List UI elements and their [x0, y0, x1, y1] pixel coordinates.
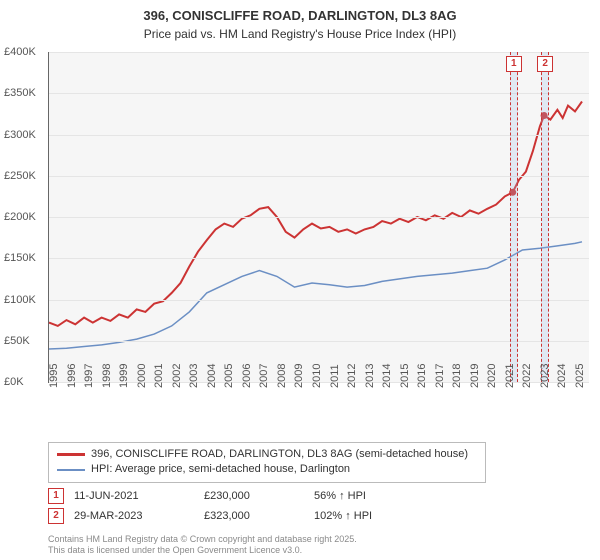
chart-container: 396, CONISCLIFFE ROAD, DARLINGTON, DL3 8… [0, 0, 600, 560]
y-axis-label: £100K [4, 294, 36, 306]
gridline [49, 176, 589, 177]
txn-marker-icon: 2 [48, 508, 64, 524]
y-axis-label: £50K [4, 335, 30, 347]
gridline [49, 300, 589, 301]
y-axis-label: £350K [4, 87, 36, 99]
txn-price: £230,000 [204, 490, 304, 502]
legend-row: 396, CONISCLIFFE ROAD, DARLINGTON, DL3 8… [57, 447, 477, 462]
marker-band [510, 52, 518, 382]
legend-swatch-blue [57, 469, 85, 471]
legend-label-1: 396, CONISCLIFFE ROAD, DARLINGTON, DL3 8… [91, 447, 468, 462]
legend-swatch-red [57, 453, 85, 456]
chart-title: 396, CONISCLIFFE ROAD, DARLINGTON, DL3 8… [0, 0, 600, 25]
y-axis-label: £0K [4, 376, 24, 388]
marker-number-icon: 1 [506, 56, 522, 72]
marker-number-icon: 2 [537, 56, 553, 72]
marker-band [541, 52, 549, 382]
y-axis-label: £150K [4, 252, 36, 264]
gridline [49, 93, 589, 94]
footer-line-1: Contains HM Land Registry data © Crown c… [48, 534, 357, 545]
txn-date: 11-JUN-2021 [74, 490, 194, 502]
table-row: 1 11-JUN-2021 £230,000 56% ↑ HPI [48, 486, 568, 506]
legend-row: HPI: Average price, semi-detached house,… [57, 462, 477, 477]
gridline [49, 217, 589, 218]
legend: 396, CONISCLIFFE ROAD, DARLINGTON, DL3 8… [48, 442, 486, 483]
gridline [49, 258, 589, 259]
gridline [49, 52, 589, 53]
y-axis-label: £300K [4, 129, 36, 141]
chart-area: 12 £0K £50K £100K £150K £200K £250K £300K £350K… [0, 52, 600, 432]
txn-pct: 56% ↑ HPI [314, 490, 434, 502]
footer: Contains HM Land Registry data © Crown c… [48, 534, 357, 556]
y-axis-label: £400K [4, 46, 36, 58]
gridline [49, 135, 589, 136]
txn-marker-icon: 1 [48, 488, 64, 504]
txn-price: £323,000 [204, 510, 304, 522]
x-axis-label: 2025 [574, 364, 600, 388]
footer-line-2: This data is licensed under the Open Gov… [48, 545, 357, 556]
y-axis-label: £200K [4, 211, 36, 223]
txn-date: 29-MAR-2023 [74, 510, 194, 522]
y-axis-label: £250K [4, 170, 36, 182]
table-row: 2 29-MAR-2023 £323,000 102% ↑ HPI [48, 506, 568, 526]
gridline [49, 341, 589, 342]
chart-subtitle: Price paid vs. HM Land Registry's House … [0, 25, 600, 43]
legend-label-2: HPI: Average price, semi-detached house,… [91, 462, 350, 477]
plot-area: 12 [48, 52, 589, 383]
transaction-table: 1 11-JUN-2021 £230,000 56% ↑ HPI 2 29-MA… [48, 486, 568, 526]
txn-pct: 102% ↑ HPI [314, 510, 434, 522]
